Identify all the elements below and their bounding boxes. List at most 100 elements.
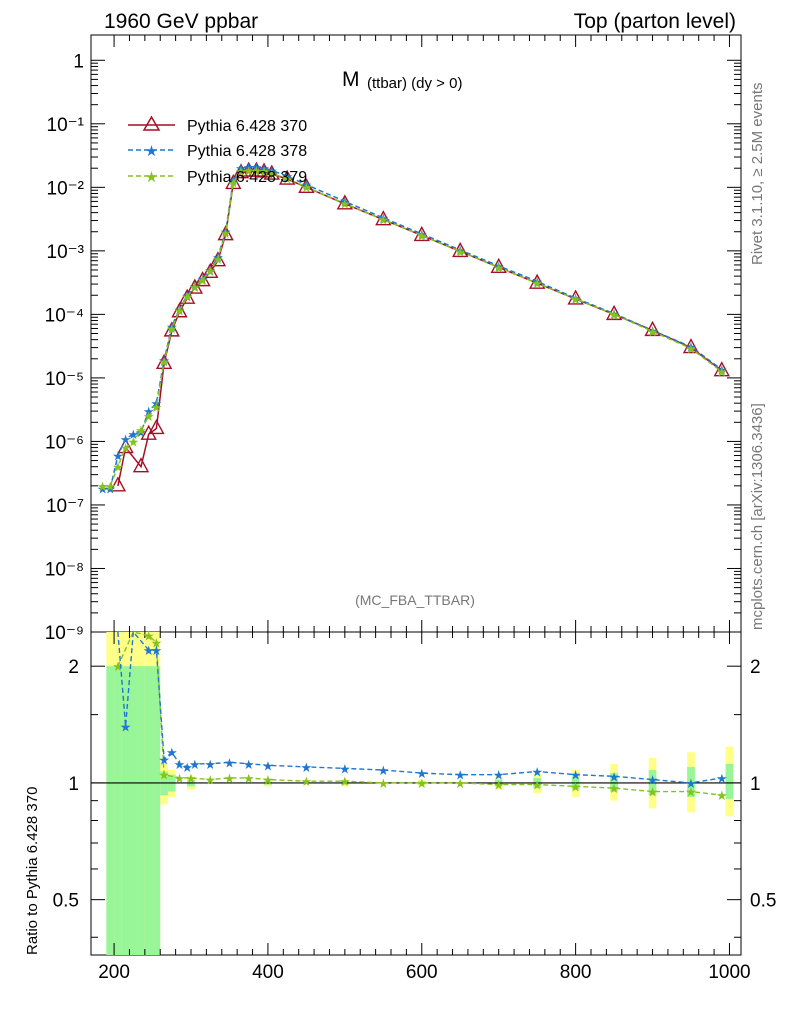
ratio-379-point: ★ xyxy=(262,773,274,788)
series-point-379: ★ xyxy=(112,460,124,475)
ratio-379-point: ★ xyxy=(174,771,186,786)
y-tick-label: 10⁻³ xyxy=(47,242,85,263)
ratio-379-point: ★ xyxy=(143,628,155,643)
band-green-bin xyxy=(106,666,115,955)
ratio-378-point: ★ xyxy=(454,768,466,783)
series-point-378: ★ xyxy=(339,194,351,209)
series-point-379: ★ xyxy=(339,197,351,212)
ratio-tick-label-right: 0.5 xyxy=(750,891,776,912)
ratio-379-point: ★ xyxy=(454,776,466,791)
series-point-370 xyxy=(209,251,227,267)
series-point-378: ★ xyxy=(127,427,139,442)
ratio-378-point: ★ xyxy=(716,771,728,786)
series-point-378: ★ xyxy=(104,482,116,497)
x-tick-label: 1000 xyxy=(708,962,750,983)
y-tick-label: 10⁻² xyxy=(47,178,85,199)
series-point-378: ★ xyxy=(166,319,178,334)
series-point-378: ★ xyxy=(235,161,247,176)
band-green-bin xyxy=(152,666,161,955)
band-green-bin xyxy=(687,766,695,797)
y-tick-label: 10⁻⁴ xyxy=(45,305,84,326)
series-point-378: ★ xyxy=(197,272,209,287)
series-point-370 xyxy=(155,353,173,369)
ratio-378-point: ★ xyxy=(570,768,582,783)
series-point-378: ★ xyxy=(647,323,659,338)
series-point-370 xyxy=(163,321,180,337)
ratio-378-point: ★ xyxy=(166,745,178,760)
series-point-378: ★ xyxy=(243,160,255,175)
ratio-379-point: ★ xyxy=(204,773,216,788)
series-point-378: ★ xyxy=(685,340,697,355)
plot-title-main: M xyxy=(342,68,360,91)
series-point-378: ★ xyxy=(151,396,163,411)
series-point-379: ★ xyxy=(243,163,255,178)
axes-ticks: 200 400 600 800 1000 10⁻⁹ 10⁻⁸ 10⁻⁷ 10⁻⁶ 10⁻⁵ 10⁻⁴… xyxy=(45,35,776,983)
series-point-378: ★ xyxy=(227,173,239,188)
series-point-378: ★ xyxy=(97,482,109,497)
ratio-378-point: ★ xyxy=(339,761,351,776)
series-point-378: ★ xyxy=(251,160,263,175)
ratio-378-point: ★ xyxy=(647,773,659,788)
ratio-378-point: ★ xyxy=(204,757,216,772)
series-point-378: ★ xyxy=(301,178,313,193)
ratio-379-point: ★ xyxy=(608,781,620,796)
x-tick-label: 800 xyxy=(560,962,592,983)
ratio-379-point: ★ xyxy=(493,778,505,793)
ratio-378-line xyxy=(117,630,722,784)
ratio-378-point: ★ xyxy=(608,769,620,784)
y-tick-label: 10⁻⁵ xyxy=(45,369,84,390)
series-point-378: ★ xyxy=(266,163,278,178)
ratio-378-point: ★ xyxy=(685,776,697,791)
series-point-379: ★ xyxy=(716,365,728,380)
band-green-bin xyxy=(114,666,122,955)
ratio-379-line xyxy=(117,631,722,796)
legend-marker-379: ★ xyxy=(145,169,158,186)
ratio-378-point: ★ xyxy=(416,766,428,781)
legend-marker-378: ★ xyxy=(145,143,158,160)
ratio-379-point: ★ xyxy=(416,776,428,791)
series-point-379: ★ xyxy=(97,479,109,494)
x-tick-label: 400 xyxy=(252,962,284,983)
series-line-2 xyxy=(102,169,723,487)
ratio-379-point: ★ xyxy=(570,779,582,794)
x-tick-label: 200 xyxy=(98,962,130,983)
series-point-370 xyxy=(178,288,196,304)
ratio-panel-frame xyxy=(90,631,742,956)
main-series: ★★★★★★★★★★★★★★★★★★★★★★★ ★★★★★★★★★★★★★★★★★… xyxy=(97,160,730,497)
series-point-379: ★ xyxy=(227,175,239,190)
ratio-379-point: ★ xyxy=(377,776,389,791)
legend-marker-370 xyxy=(142,115,161,131)
series-point-370 xyxy=(644,320,661,337)
series-point-378: ★ xyxy=(416,227,428,242)
series-point-370 xyxy=(225,173,242,190)
rivet-version-text: Rivet 3.1.10, ≥ 2.5M events xyxy=(749,83,766,266)
series-point-370 xyxy=(109,476,127,492)
y-tick-label: 10⁻⁷ xyxy=(46,496,84,517)
series-point-370 xyxy=(248,161,265,177)
ratio-378-point: ★ xyxy=(243,757,255,772)
ratio-378-point: ★ xyxy=(224,755,236,770)
series-point-370 xyxy=(140,424,157,440)
series-point-379: ★ xyxy=(608,307,620,322)
ratio-379-point: ★ xyxy=(185,771,197,786)
x-tick-label: 600 xyxy=(406,962,438,983)
series-point-378: ★ xyxy=(143,404,155,419)
series-point-379: ★ xyxy=(204,264,216,279)
series-point-370 xyxy=(682,338,700,354)
ratio-y-axis-label: Ratio to Pythia 6.428 370 xyxy=(24,787,41,955)
ratio-379-point: ★ xyxy=(531,778,543,793)
ratio-tick-label-right: 1 xyxy=(750,774,761,795)
ratio-378-point: ★ xyxy=(151,643,163,658)
y-tick-label: 10⁻⁶ xyxy=(45,432,84,453)
ratio-379-point: ★ xyxy=(685,785,697,800)
series-point-378: ★ xyxy=(281,169,293,184)
series-point-379: ★ xyxy=(377,213,389,228)
series-point-379: ★ xyxy=(135,423,147,438)
ratio-379-point: ★ xyxy=(243,771,255,786)
legend-label-370: Pythia 6.428 370 xyxy=(187,118,307,135)
ratio-378-point: ★ xyxy=(531,765,543,780)
series-line-1 xyxy=(102,166,723,490)
header-process-label: Top (parton level) xyxy=(574,10,736,33)
legend-label-379: Pythia 6.428 379 xyxy=(187,169,307,186)
